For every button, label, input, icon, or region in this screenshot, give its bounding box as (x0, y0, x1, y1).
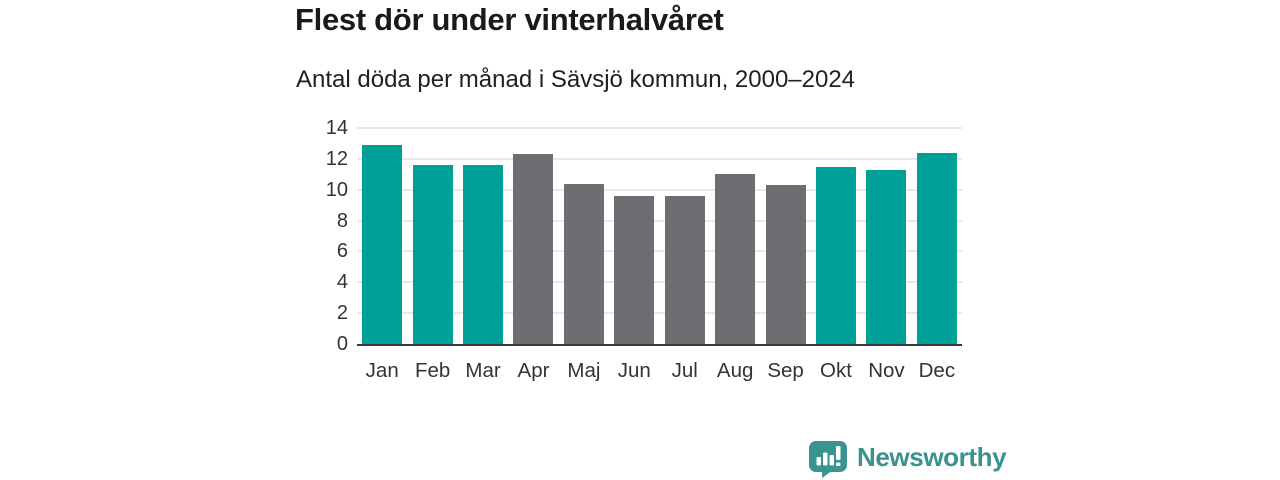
bar-jan (362, 144, 403, 344)
y-tick-label-12: 12 (325, 147, 348, 170)
x-tick-label-okt: Okt (820, 359, 852, 382)
x-tick-label-jun: Jun (617, 359, 651, 382)
bar-feb (412, 165, 453, 344)
y-tick-label-6: 6 (336, 240, 348, 263)
y-tick-label-4: 4 (336, 271, 348, 294)
gridline-y6 (357, 250, 962, 253)
bar-sep (765, 185, 806, 344)
bar-jun (614, 195, 655, 344)
x-tick-label-maj: Maj (567, 359, 601, 382)
newsworthy-logo: Newsworthy (808, 440, 1007, 478)
x-tick-label-jan: Jan (365, 359, 399, 382)
bar-jul (664, 195, 705, 344)
x-tick-label-aug: Aug (716, 359, 754, 382)
x-tick-label-nov: Nov (868, 359, 905, 382)
brand-name: Newsworthy (857, 441, 1007, 472)
bar-maj (563, 183, 604, 344)
bar-aug (715, 174, 756, 344)
y-tick-label-10: 10 (325, 178, 348, 201)
page-title: Flest dör under vinterhalvåret (295, 2, 724, 37)
bar-mar (463, 165, 504, 344)
gridline-y8 (357, 219, 962, 222)
x-tick-label-apr: Apr (517, 359, 550, 382)
gridline-y12 (357, 157, 962, 160)
bar-nov (866, 169, 907, 344)
y-tick-label-14: 14 (325, 117, 348, 139)
x-tick-label-mar: Mar (465, 359, 501, 382)
newsworthy-speech-bubble-chart-icon (809, 441, 847, 478)
y-tick-label-0: 0 (336, 333, 348, 355)
y-tick-label-2: 2 (336, 302, 348, 325)
bar-dec (916, 152, 957, 344)
plot-area (357, 127, 962, 346)
y-axis: 0 2 4 6 8 10 12 14 (296, 117, 348, 355)
gridline-y4 (357, 281, 962, 284)
x-tick-label-sep: Sep (767, 359, 804, 382)
x-axis: Jan Feb Mar Apr Maj Jun Jul Aug Sep Okt Nov Dec (357, 359, 962, 383)
y-tick-label-8: 8 (336, 209, 348, 232)
x-tick-label-feb: Feb (414, 359, 451, 382)
x-axis-line (357, 344, 962, 346)
bar-apr (513, 154, 554, 344)
bar-okt (815, 166, 856, 344)
chart-subtitle: Antal döda per månad i Sävsjö kommun, 20… (296, 66, 856, 93)
gridline-y2 (357, 312, 962, 315)
x-tick-label-dec: Dec (918, 359, 956, 382)
gridline-y14 (357, 127, 962, 129)
x-tick-label-jul: Jul (671, 359, 698, 382)
gridline-y10 (357, 188, 962, 191)
